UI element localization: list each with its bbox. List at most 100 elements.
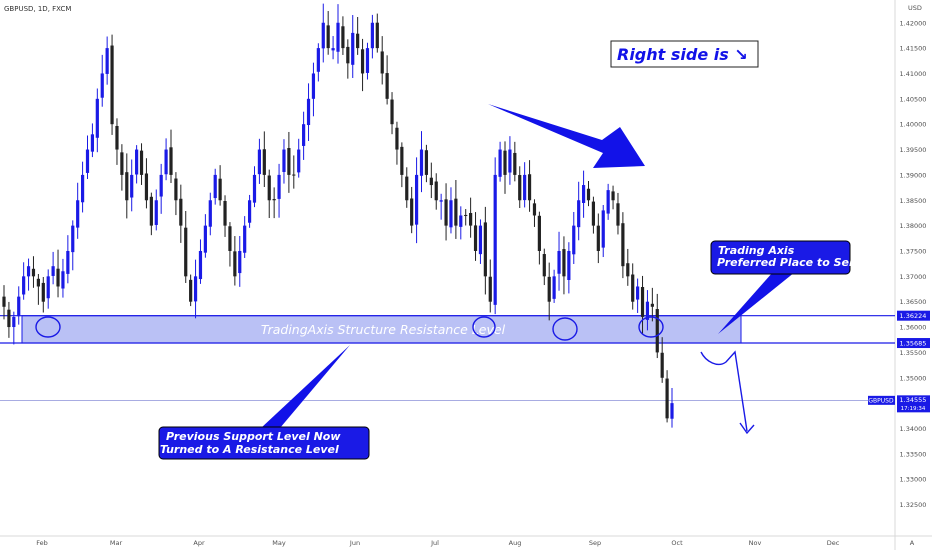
- candle-body: [174, 178, 178, 201]
- candle-body: [621, 223, 625, 267]
- candle-body: [626, 263, 630, 277]
- candle-body: [410, 198, 414, 226]
- candle-body: [22, 276, 26, 295]
- x-tick-label: Mar: [110, 539, 123, 547]
- candle-body: [660, 352, 664, 378]
- touch-circle-4: [638, 316, 664, 338]
- candle-body: [297, 149, 301, 173]
- candle-body: [316, 48, 320, 72]
- candle-body: [439, 200, 443, 202]
- candle-body: [169, 147, 173, 175]
- y-axis-ticks: 1.42000 1.41500 1.41000 1.40500 1.40000 1.395…: [900, 19, 927, 509]
- candle-body: [429, 177, 433, 186]
- currency-label: USD: [908, 4, 922, 12]
- y-tick-label: 1.38000: [900, 222, 927, 230]
- candle-body: [483, 222, 487, 277]
- touch-circle-1: [35, 316, 61, 338]
- y-tick-label: 1.36000: [900, 324, 927, 332]
- candle-body: [292, 174, 296, 176]
- candle-body: [606, 190, 610, 214]
- candle-body: [380, 51, 384, 74]
- candle-body: [56, 268, 60, 287]
- candle-body: [351, 32, 355, 65]
- callout-left-line2: Turned to A Resistance Level: [160, 443, 339, 456]
- candle-body: [120, 152, 124, 175]
- touch-circle-2: [472, 316, 496, 338]
- candle-body: [665, 378, 669, 419]
- candle-body: [90, 134, 95, 152]
- candle-body: [17, 296, 21, 317]
- x-tick-label: Sep: [589, 539, 601, 547]
- candle-body: [365, 48, 370, 73]
- x-tick-label: Apr: [193, 539, 205, 547]
- time-axis-end-label: A: [910, 539, 915, 547]
- candle-body: [164, 149, 168, 175]
- callout-left-line1: Previous Support Level Now: [166, 430, 341, 443]
- candle-body: [650, 303, 654, 307]
- touch-circle-3: [552, 317, 578, 341]
- candle-body: [640, 287, 645, 317]
- symbol-header: GBPUSD, 1D, FXCM: [4, 5, 71, 13]
- candle-body: [149, 196, 153, 226]
- candle-body: [130, 174, 134, 198]
- candle-body: [375, 22, 379, 49]
- candle-body: [478, 225, 483, 255]
- candle-body: [208, 200, 212, 227]
- candle-body: [360, 49, 365, 74]
- candle-body: [100, 73, 104, 98]
- candle-body: [537, 215, 541, 251]
- candle-body: [115, 125, 119, 150]
- candle-body: [76, 200, 80, 228]
- callout-left-pointer: [261, 345, 350, 428]
- candle-body: [277, 174, 281, 199]
- candle-body: [596, 225, 600, 251]
- last-price-label: 1.34555: [900, 396, 927, 404]
- candle-body: [238, 250, 242, 274]
- candle-body: [611, 191, 615, 201]
- x-tick-label: Oct: [671, 539, 683, 547]
- x-tick-label: Jun: [349, 539, 360, 547]
- candle-body: [493, 174, 497, 305]
- candle-body: [636, 286, 640, 300]
- candle-body: [503, 150, 507, 175]
- candle-body: [469, 212, 473, 226]
- trend-arrow: [488, 104, 645, 168]
- candle-body: [193, 276, 198, 302]
- candle-body: [513, 152, 517, 175]
- candle-body: [198, 250, 203, 280]
- candle-body: [336, 22, 340, 52]
- candle-body: [523, 174, 527, 201]
- y-tick-label: 1.32500: [900, 501, 927, 509]
- callout-right-box: [710, 240, 851, 275]
- candle-body: [532, 203, 537, 216]
- y-tick-label: 1.41000: [900, 70, 927, 78]
- x-tick-label: Jul: [430, 539, 439, 547]
- candle-body: [228, 226, 232, 251]
- candle-body: [41, 282, 45, 302]
- candle-body: [306, 98, 311, 126]
- candle-body: [46, 276, 50, 299]
- y-tick-label: 1.36500: [900, 298, 927, 306]
- y-tick-label: 1.35500: [900, 349, 927, 357]
- y-tick-label: 1.40500: [900, 95, 927, 103]
- y-tick-label: 1.39000: [900, 171, 927, 179]
- y-tick-label: 1.37500: [900, 247, 927, 255]
- candle-body: [616, 203, 620, 226]
- y-tick-label: 1.33000: [900, 476, 927, 484]
- candle-body: [464, 214, 468, 216]
- candle-body: [213, 174, 217, 199]
- candle-body: [287, 148, 291, 175]
- candle-body: [547, 276, 551, 302]
- projection-arrowhead: [739, 422, 755, 435]
- candle-body: [95, 98, 99, 138]
- candle-body: [419, 149, 424, 176]
- candle-body: [159, 174, 163, 197]
- candle-body: [85, 149, 90, 173]
- x-tick-label: May: [272, 539, 286, 547]
- price-label-upper: 1.36224: [900, 312, 927, 320]
- right-side-text: Right side is ↘: [617, 45, 748, 64]
- candle-body: [414, 174, 419, 225]
- candle-body: [631, 274, 635, 302]
- candle-body: [562, 249, 566, 277]
